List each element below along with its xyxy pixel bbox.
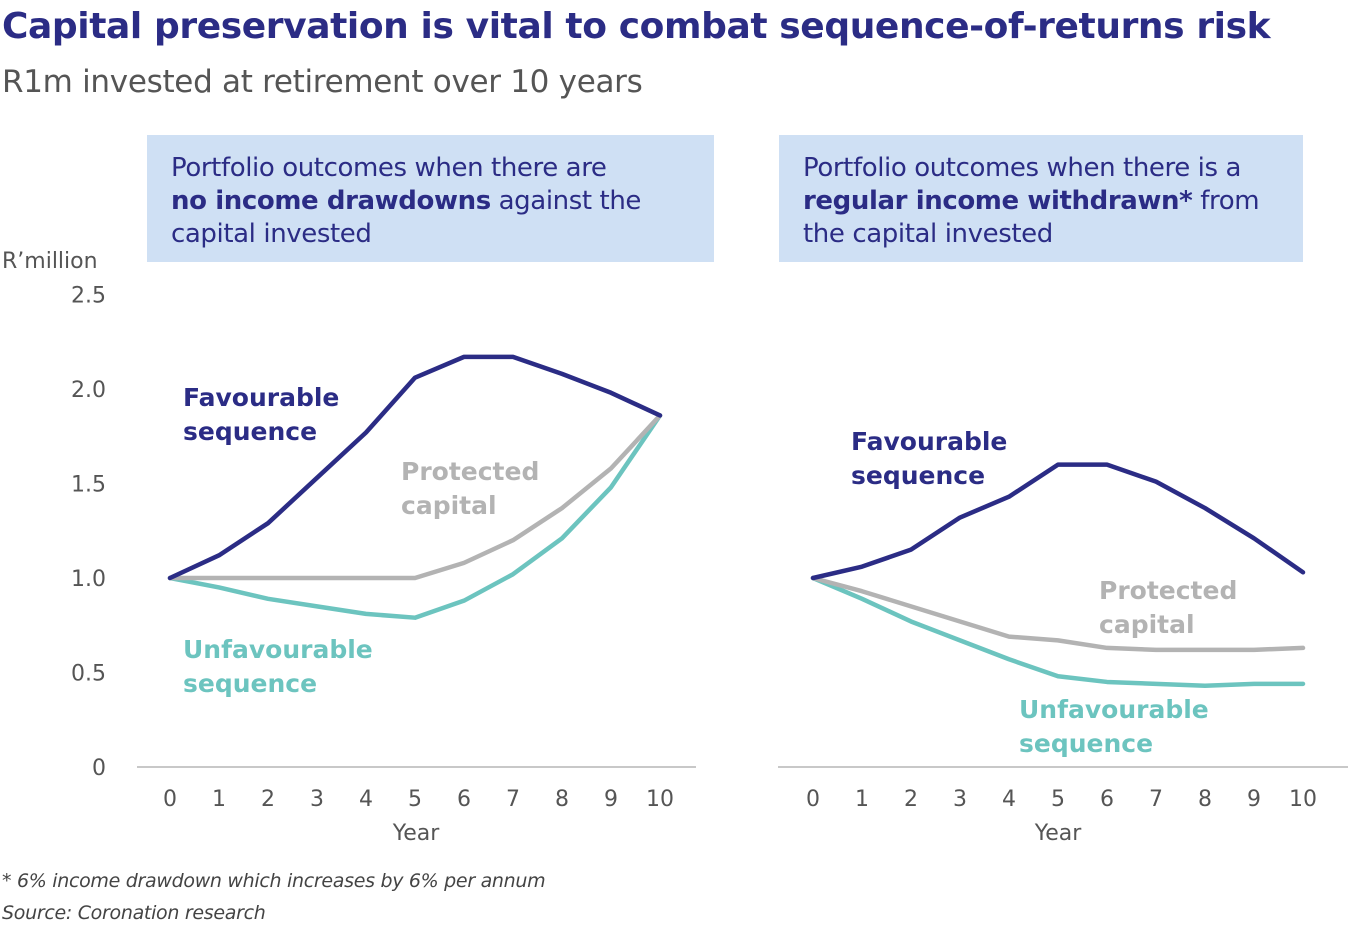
- series-label-line: sequence: [183, 417, 317, 446]
- series-line-unfavourable: [810, 575, 1306, 688]
- x-tick-label: 9: [604, 787, 618, 812]
- series-label-line: Unfavourable: [1019, 695, 1209, 724]
- y-tick-label: 0: [92, 756, 106, 781]
- series-label-favourable: Favourable sequence: [851, 427, 1007, 490]
- x-tick-label: 3: [953, 787, 967, 812]
- series-line-favourable: [167, 354, 663, 581]
- x-tick-label: 6: [1100, 787, 1114, 812]
- x-tick-label: 2: [904, 787, 918, 812]
- x-tick-label: 1: [212, 787, 226, 812]
- left-panel-description: Portfolio outcomes when there are no inc…: [147, 135, 714, 262]
- footnote: * 6% income drawdown which increases by …: [2, 870, 546, 892]
- series-label-line: capital: [1099, 610, 1195, 639]
- series-label-protected: Protected capital: [1099, 576, 1237, 639]
- series-label-line: Protected: [1099, 576, 1237, 605]
- x-tick-label: 4: [1002, 787, 1016, 812]
- series-line-unfavourable: [167, 413, 663, 620]
- series-label-line: sequence: [183, 669, 317, 698]
- y-tick-label: 2.0: [71, 378, 106, 403]
- x-tick-label: 9: [1247, 787, 1261, 812]
- x-tick-label: 3: [310, 787, 324, 812]
- left-box-bold: no income drawdowns: [171, 186, 491, 216]
- right-box-after-bold: from: [1192, 186, 1260, 216]
- y-axis-title: R’million: [2, 249, 98, 274]
- left-box-after-bold: against the: [490, 186, 642, 216]
- series-label-unfavourable: Unfavourable sequence: [183, 635, 373, 698]
- right-box-line-3: the capital invested: [803, 219, 1053, 249]
- right-box-line-1: Portfolio outcomes when there is a: [803, 153, 1242, 183]
- right-box-bold: regular income withdrawn*: [803, 186, 1193, 216]
- y-tick-label: 1.0: [71, 567, 106, 592]
- x-tick-label: 5: [408, 787, 422, 812]
- series-label-line: capital: [401, 491, 497, 520]
- x-axis-title: Year: [1034, 821, 1083, 846]
- x-tick-label: 10: [646, 787, 674, 812]
- x-tick-label: 10: [1289, 787, 1317, 812]
- right-panel-description: Portfolio outcomes when there is a regul…: [779, 135, 1303, 262]
- y-tick-label: 2.5: [71, 284, 106, 309]
- series-label-line: Favourable: [183, 383, 339, 412]
- x-tick-label: 8: [1198, 787, 1212, 812]
- right-chart: 0 1 2 3 4 5 6 7 8 9 10 Year Favourable sequence Protec…: [778, 427, 1348, 846]
- x-axis-title: Year: [392, 821, 441, 846]
- series-line-protected: [810, 575, 1306, 653]
- x-tick-label: 0: [163, 787, 177, 812]
- x-tick-label: 0: [806, 787, 820, 812]
- x-tick-label: 8: [555, 787, 569, 812]
- series-label-line: Unfavourable: [183, 635, 373, 664]
- series-line-favourable: [810, 462, 1306, 581]
- series-label-line: Protected: [401, 457, 539, 486]
- x-tick-label: 7: [1149, 787, 1163, 812]
- x-tick-label: 5: [1051, 787, 1065, 812]
- source-note: Source: Coronation research: [2, 902, 266, 924]
- x-tick-label: 7: [506, 787, 520, 812]
- x-tick-label: 6: [457, 787, 471, 812]
- chart-subtitle: R1m invested at retirement over 10 years: [2, 64, 643, 100]
- series-label-line: sequence: [1019, 729, 1153, 758]
- left-box-line-1: Portfolio outcomes when there are: [171, 153, 607, 183]
- series-label-unfavourable: Unfavourable sequence: [1019, 695, 1209, 758]
- y-tick-label: 1.5: [71, 473, 106, 498]
- series-line-protected: [167, 413, 663, 581]
- x-tick-label: 4: [359, 787, 373, 812]
- x-tick-label: 1: [855, 787, 869, 812]
- series-label-line: Favourable: [851, 427, 1007, 456]
- series-label-line: sequence: [851, 461, 985, 490]
- series-label-protected: Protected capital: [401, 457, 539, 520]
- left-chart: 0 1 2 3 4 5 6 7 8 9 10 Year Favourable sequence Protec…: [137, 354, 696, 846]
- chart-title: Capital preservation is vital to combat …: [2, 6, 1271, 47]
- left-box-line-3: capital invested: [171, 219, 372, 249]
- y-tick-label: 0.5: [71, 662, 106, 687]
- series-label-favourable: Favourable sequence: [183, 383, 339, 446]
- x-tick-label: 2: [261, 787, 275, 812]
